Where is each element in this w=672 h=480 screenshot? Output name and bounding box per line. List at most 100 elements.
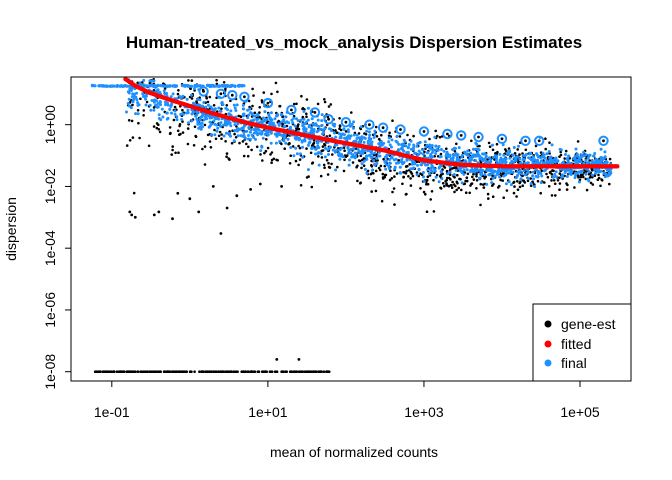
gene-est-point bbox=[455, 180, 459, 184]
final-point bbox=[560, 175, 564, 179]
gene-est-point bbox=[311, 161, 315, 164]
gene-est-point bbox=[305, 147, 308, 150]
final-point bbox=[219, 109, 222, 113]
gene-est-point bbox=[283, 147, 287, 150]
gene-est-floor-point bbox=[270, 370, 274, 374]
final-point bbox=[356, 147, 360, 151]
gene-est-outlier-point bbox=[344, 120, 348, 124]
gene-est-point bbox=[155, 126, 159, 130]
gene-est-point bbox=[518, 153, 521, 156]
gene-est-outlier-point bbox=[537, 139, 541, 143]
gene-est-point bbox=[252, 94, 255, 97]
final-point bbox=[595, 169, 599, 173]
gene-est-point bbox=[343, 149, 346, 152]
gene-est-point bbox=[448, 176, 451, 180]
gene-est-point bbox=[130, 119, 134, 123]
final-point bbox=[384, 167, 388, 171]
final-point bbox=[502, 158, 506, 162]
final-point bbox=[127, 91, 131, 95]
gene-est-point bbox=[300, 94, 303, 98]
final-point bbox=[508, 150, 512, 154]
final-ceiling-point bbox=[230, 83, 234, 88]
final-point bbox=[150, 99, 154, 102]
final-point bbox=[308, 123, 311, 127]
gene-est-point bbox=[342, 146, 346, 149]
gene-est-point bbox=[248, 105, 251, 109]
final-point bbox=[215, 129, 219, 133]
final-point bbox=[196, 121, 200, 125]
gene-est-point bbox=[608, 182, 611, 186]
final-point bbox=[463, 159, 467, 163]
gene-est-point bbox=[294, 159, 298, 163]
final-point bbox=[418, 140, 422, 144]
final-point bbox=[305, 120, 308, 124]
final-point bbox=[365, 154, 368, 158]
final-point bbox=[355, 137, 359, 140]
final-point bbox=[257, 128, 261, 132]
final-point bbox=[283, 121, 287, 125]
legend-gene-est-swatch bbox=[544, 320, 552, 328]
gene-est-point bbox=[327, 105, 331, 108]
gene-est-floor-point bbox=[193, 370, 196, 374]
y-tick-label: 1e-02 bbox=[42, 168, 58, 204]
gene-est-floor-point bbox=[148, 370, 152, 374]
gene-est-point bbox=[409, 170, 413, 174]
final-point bbox=[474, 147, 478, 151]
final-point bbox=[347, 151, 351, 155]
gene-est-point bbox=[390, 177, 394, 180]
final-point bbox=[349, 151, 353, 155]
final-point bbox=[153, 98, 157, 102]
final-point bbox=[341, 132, 345, 136]
final-point bbox=[533, 185, 537, 189]
final-point bbox=[474, 154, 477, 158]
final-point bbox=[369, 140, 373, 144]
gene-est-point bbox=[475, 187, 478, 190]
gene-est-outlier-point bbox=[280, 185, 283, 188]
gene-est-outlier-point bbox=[219, 92, 223, 96]
final-point bbox=[333, 143, 337, 147]
final-point bbox=[257, 132, 261, 135]
gene-est-point bbox=[174, 151, 177, 155]
final-point bbox=[327, 153, 330, 156]
gene-est-point bbox=[554, 194, 557, 197]
gene-est-point bbox=[546, 175, 550, 179]
gene-est-point bbox=[222, 81, 226, 84]
final-point bbox=[602, 171, 606, 175]
gene-est-point bbox=[466, 172, 470, 176]
final-point bbox=[343, 136, 347, 140]
gene-est-point bbox=[439, 187, 443, 190]
fitted-point bbox=[615, 164, 620, 169]
final-point bbox=[348, 158, 351, 162]
final-point bbox=[594, 171, 597, 175]
final-point bbox=[260, 129, 264, 133]
gene-est-point bbox=[596, 178, 600, 181]
final-point bbox=[483, 152, 487, 156]
final-point bbox=[235, 103, 239, 107]
gene-est-point bbox=[224, 140, 227, 143]
final-point bbox=[415, 173, 419, 177]
final-point bbox=[474, 159, 478, 163]
final-point bbox=[136, 101, 140, 105]
final-point bbox=[584, 158, 588, 162]
final-point bbox=[348, 136, 352, 140]
gene-est-point bbox=[270, 161, 273, 164]
gene-est-point bbox=[327, 165, 331, 169]
gene-est-point bbox=[218, 130, 222, 134]
gene-est-point bbox=[521, 184, 524, 187]
gene-est-point bbox=[307, 175, 310, 178]
final-point bbox=[299, 152, 302, 156]
gene-est-point bbox=[158, 130, 162, 134]
final-point bbox=[388, 143, 392, 147]
gene-est-point bbox=[251, 104, 254, 108]
gene-est-outlier-point bbox=[133, 215, 137, 219]
gene-est-point bbox=[344, 130, 348, 133]
gene-est-point bbox=[439, 152, 443, 156]
final-outlier-circle bbox=[227, 90, 238, 101]
gene-est-point bbox=[406, 133, 409, 137]
gene-est-point bbox=[486, 158, 489, 161]
final-point bbox=[306, 106, 310, 110]
final-point bbox=[470, 158, 473, 162]
final-point bbox=[252, 118, 256, 122]
final-point bbox=[252, 136, 256, 139]
